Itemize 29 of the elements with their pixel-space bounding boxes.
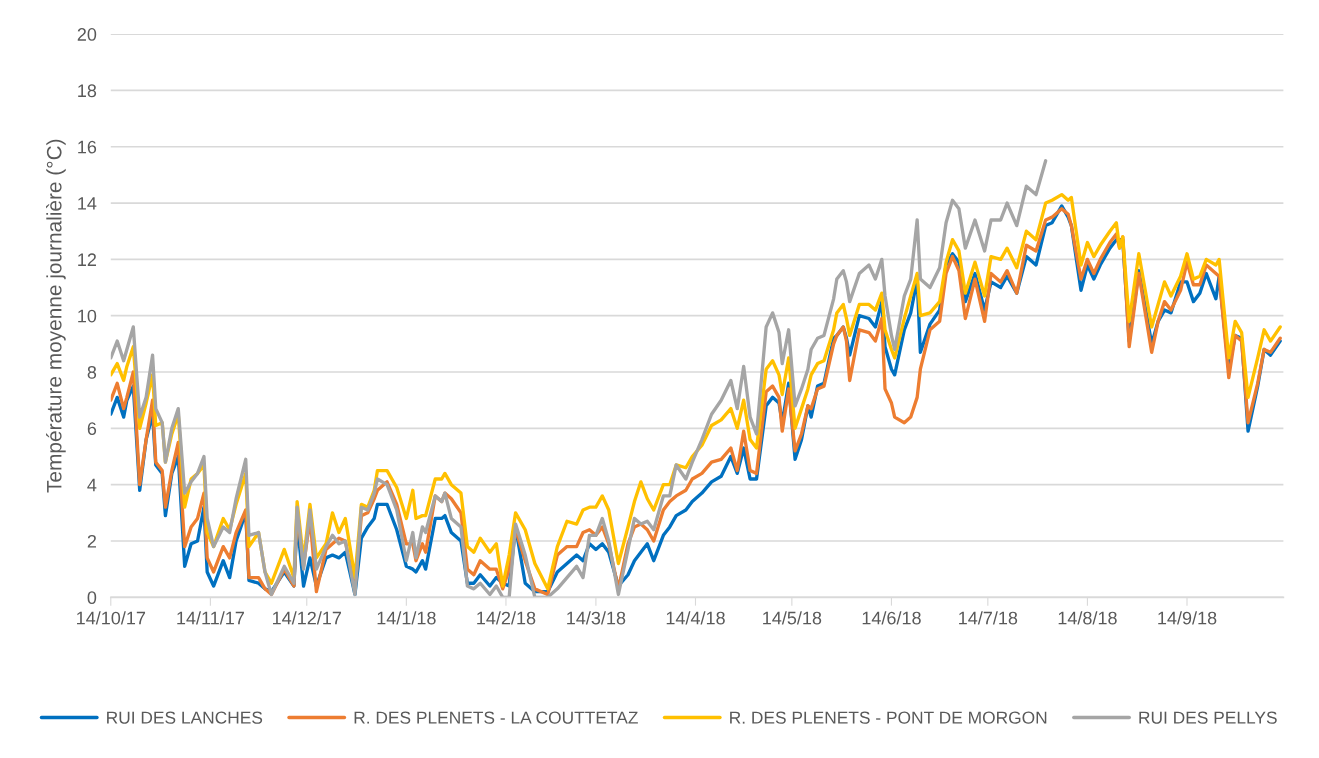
y-tick-label: 12 bbox=[78, 253, 96, 266]
y-tick-label: 2 bbox=[87, 534, 96, 548]
y-tick-label: 16 bbox=[78, 140, 97, 154]
legend-label: R. DES PLENETS - LA COUTTETAZ bbox=[354, 711, 638, 724]
x-tick-label: 14/2/18 bbox=[477, 611, 536, 625]
y-tick-label: 20 bbox=[77, 28, 97, 41]
y-tick-label: 8 bbox=[87, 365, 97, 379]
x-tick-label: 14/9/18 bbox=[1158, 611, 1217, 625]
line-series bbox=[110, 159, 1048, 598]
y-tick-label: 0 bbox=[87, 591, 97, 605]
x-tick-label: 14/8/18 bbox=[1058, 611, 1117, 625]
x-tick-label: 14/4/18 bbox=[666, 611, 725, 625]
legend-label: RUI DES LANCHES bbox=[107, 711, 263, 724]
y-tick-label: 14 bbox=[78, 197, 97, 210]
x-tick-label: 14/7/18 bbox=[959, 611, 1018, 625]
x-tick-label: 14/3/18 bbox=[567, 611, 626, 625]
x-tick-label: 14/10/17 bbox=[77, 611, 146, 625]
y-tick-label: 10 bbox=[78, 309, 97, 323]
x-tick-label: 14/11/17 bbox=[177, 611, 244, 625]
legend-label: RUI DES PELLYS bbox=[1139, 711, 1277, 724]
x-tick-label: 14/6/18 bbox=[862, 611, 921, 625]
y-tick-label: 18 bbox=[78, 84, 97, 98]
x-tick-label: 14/1/18 bbox=[377, 611, 436, 625]
legend-label: R. DES PLENETS - PONT DE MORGON bbox=[730, 711, 1047, 724]
x-tick-label: 14/12/17 bbox=[273, 611, 341, 625]
x-tick-label: 14/5/18 bbox=[763, 611, 822, 625]
y-tick-label: 4 bbox=[87, 478, 97, 492]
y-axis-title: Température moyenne journalière (°C) bbox=[46, 139, 66, 493]
y-tick-label: 6 bbox=[87, 422, 97, 436]
